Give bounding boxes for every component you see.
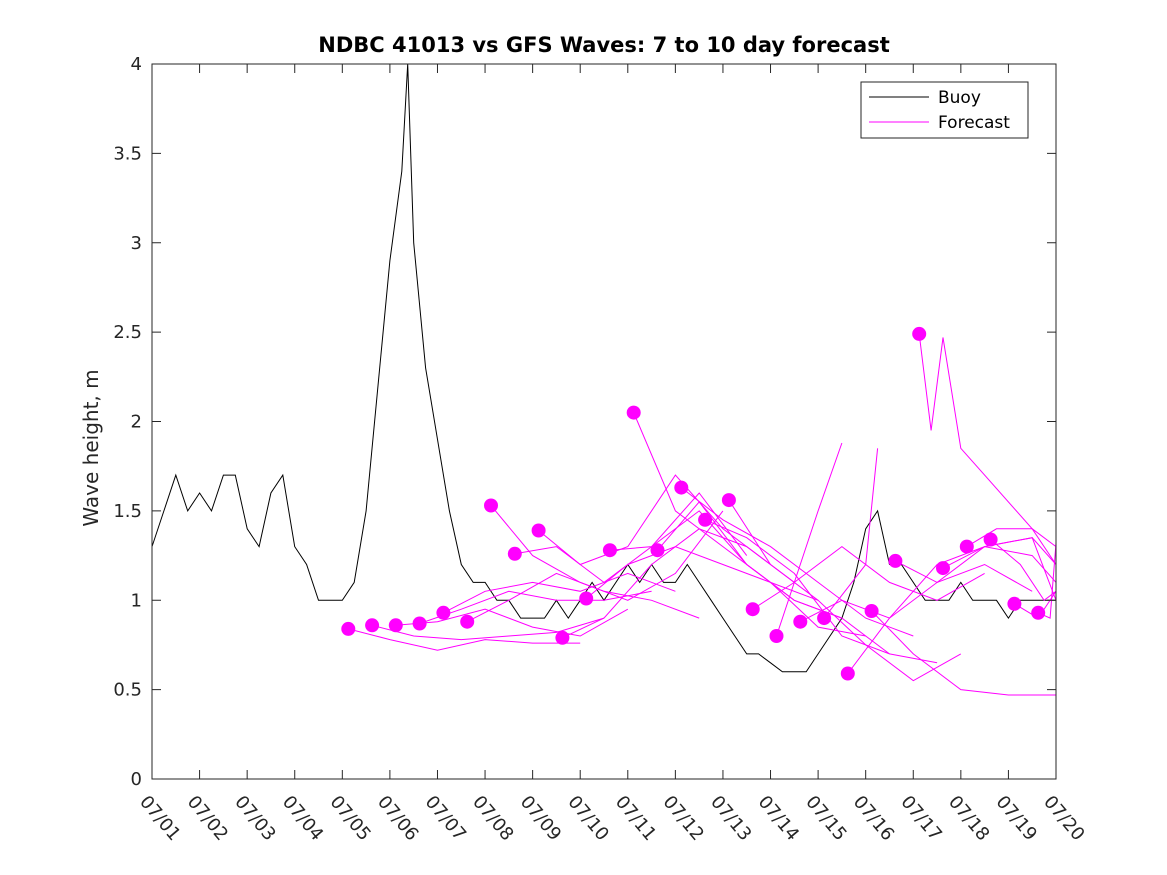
legend-forecast-label: Forecast <box>938 113 1010 133</box>
forecast-start-marker-9 <box>531 523 546 538</box>
forecast-line-16 <box>704 519 938 664</box>
x-tick-label: 07/04 <box>278 792 327 845</box>
forecast-start-marker-5 <box>436 605 451 620</box>
y-axis: 0 0.5 1 1.5 2 2.5 3 3.5 4 <box>113 54 1056 790</box>
forecast-line-13 <box>633 412 866 637</box>
y-tick-label: 0 <box>131 769 142 790</box>
x-tick-label: 07/05 <box>325 792 374 845</box>
forecast-start-marker-17 <box>721 493 736 508</box>
forecast-line-21 <box>823 448 879 619</box>
forecast-start-marker-12 <box>602 543 617 558</box>
x-tick-label: 07/10 <box>563 792 612 845</box>
forecast-start-marker-16 <box>698 512 713 527</box>
legend-buoy-label: Buoy <box>938 88 981 108</box>
forecast-line-12 <box>609 510 843 619</box>
x-tick-label: 07/20 <box>1039 792 1088 845</box>
forecast-line-26 <box>942 546 1057 583</box>
forecast-start-marker-13 <box>626 405 641 420</box>
x-tick-label: 07/12 <box>659 792 708 845</box>
forecast-start-marker-6 <box>460 614 475 629</box>
x-tick-label: 07/09 <box>516 792 565 845</box>
legend-box <box>860 81 1029 139</box>
y-tick-label: 4 <box>131 54 142 75</box>
x-tick-label: 07/14 <box>754 792 803 845</box>
y-axis-label: Wave height, m <box>79 369 103 526</box>
forecast-line-17 <box>728 499 962 682</box>
forecast-start-marker-2 <box>365 618 380 633</box>
forecast-start-marker-3 <box>388 618 403 633</box>
forecast-line-10 <box>562 528 795 639</box>
y-tick-label: 1 <box>131 590 142 611</box>
forecast-start-marker-8 <box>507 546 522 561</box>
plot-area <box>151 63 1057 696</box>
x-tick-label: 07/19 <box>992 792 1041 845</box>
forecast-line-3 <box>395 608 629 637</box>
x-tick-label: 07/11 <box>611 792 660 845</box>
forecast-start-marker-1 <box>341 621 356 636</box>
forecast-line-20 <box>800 563 1033 623</box>
forecast-line-5 <box>443 572 676 614</box>
axes-box <box>151 63 1057 780</box>
forecast-line-15 <box>680 487 914 637</box>
x-tick-label: 07/17 <box>896 792 945 845</box>
forecast-line-9 <box>538 474 771 566</box>
y-tick-label: 3 <box>131 233 142 254</box>
forecast-line-14 <box>657 501 890 655</box>
forecast-start-marker-25 <box>912 326 927 341</box>
x-tick-label: 07/08 <box>468 792 517 845</box>
forecast-start-marker-20 <box>793 614 808 629</box>
forecast-line-28 <box>990 539 1057 602</box>
x-tick-label: 07/01 <box>135 792 184 845</box>
x-tick-label: 07/06 <box>373 792 422 845</box>
forecast-line-1 <box>348 628 581 651</box>
x-tick-label: 07/13 <box>706 792 755 845</box>
forecast-start-marker-26 <box>936 561 950 576</box>
x-tick-label: 07/03 <box>230 792 279 845</box>
forecast-line-27 <box>966 528 1057 548</box>
chart-title: NDBC 41013 vs GFS Waves: 7 to 10 day for… <box>318 33 889 57</box>
forecast-start-marker-21 <box>817 611 832 626</box>
forecast-start-marker-19 <box>769 629 784 643</box>
y-tick-label: 2.5 <box>113 322 142 343</box>
x-tick-label: 07/02 <box>183 792 232 845</box>
forecast-line-11 <box>585 546 819 601</box>
forecast-start-marker-28 <box>983 532 998 547</box>
forecast-start-marker-27 <box>959 539 974 554</box>
x-tick-label: 07/15 <box>801 792 850 845</box>
forecast-line-4 <box>419 590 652 624</box>
x-axis: 07/0107/0207/0307/0407/0507/0607/0707/08… <box>135 64 1089 845</box>
forecast-start-marker-30 <box>1031 605 1046 620</box>
forecast-start-marker-7 <box>484 498 498 513</box>
forecast-start-marker-14 <box>650 543 665 558</box>
legend: Buoy Forecast <box>860 81 1029 139</box>
forecast-line-25 <box>918 333 1057 565</box>
x-tick-label: 07/16 <box>849 792 898 845</box>
forecast-line-19 <box>776 442 843 637</box>
forecast-start-marker-22 <box>840 666 855 681</box>
forecast-line-7 <box>490 505 724 601</box>
y-tick-label: 1.5 <box>113 501 142 522</box>
forecast-start-marker-23 <box>864 604 879 618</box>
forecast-line-22 <box>847 537 1057 674</box>
y-tick-label: 0.5 <box>113 680 142 701</box>
x-tick-label: 07/07 <box>421 792 470 845</box>
forecast-start-marker-4 <box>412 616 427 631</box>
forecast-start-marker-29 <box>1007 596 1022 611</box>
y-tick-label: 3.5 <box>113 143 142 164</box>
forecast-start-marker-11 <box>579 591 594 606</box>
buoy-series-line <box>151 63 1056 673</box>
forecast-line-23 <box>871 610 1056 696</box>
forecast-start-marker-10 <box>555 630 570 645</box>
forecast-start-marker-15 <box>674 480 689 495</box>
y-tick-label: 2 <box>131 412 142 433</box>
forecast-line-24 <box>895 537 1057 583</box>
forecast-start-marker-24 <box>888 553 903 568</box>
x-tick-label: 07/18 <box>944 792 993 845</box>
forecast-start-marker-18 <box>745 602 760 617</box>
forecast-line-2 <box>371 617 605 641</box>
